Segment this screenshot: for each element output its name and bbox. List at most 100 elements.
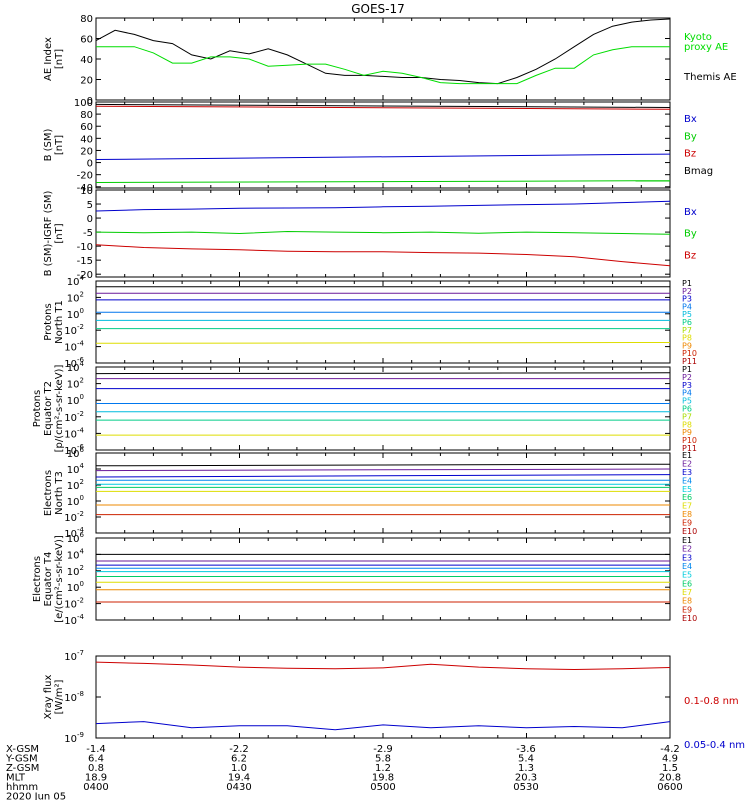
legend-entry: P7 [682, 412, 692, 421]
x-axis-row-label: Y-GSM [5, 754, 38, 765]
series-group-electrons_t4 [96, 553, 670, 603]
x-axis-row-label: hhmm [6, 782, 38, 793]
y-tick-label: -20 [77, 171, 93, 182]
x-axis-value: 18.9 [85, 773, 107, 784]
legend-entry: E1 [682, 536, 692, 545]
legend-entry: E7 [682, 588, 692, 597]
y-tick-label: 10-8 [64, 690, 84, 704]
series-group-b_sm [95, 103, 671, 183]
series-line-0-1-0-8-nm [95, 661, 671, 671]
y-axis-label: AE Index [43, 37, 54, 81]
y-tick-label: 10-4 [64, 613, 84, 627]
legend-entry: P3 [682, 381, 692, 390]
series-line-bx [95, 153, 671, 160]
y-tick-exponent: 6 [80, 446, 85, 454]
legend-entry: E4 [682, 562, 692, 571]
legend-entry: E9 [682, 605, 692, 614]
y-tick-exponent: 2 [80, 478, 84, 486]
y-tick-label: 104 [67, 547, 85, 561]
x-axis-value: -4.2 [660, 744, 680, 755]
series-line-themis-ae [95, 18, 671, 85]
legend-entry: Bmag [684, 166, 713, 177]
y-tick-exponent: 0 [80, 580, 84, 588]
x-axis-value: -2.2 [229, 744, 249, 755]
x-axis-value: 0400 [83, 782, 108, 793]
x-axis-value: 1.2 [375, 763, 391, 774]
y-tick-exponent: -7 [77, 649, 84, 657]
series-line-e2 [95, 468, 671, 472]
legend-entry: E8 [682, 597, 692, 606]
y-axis-label: Xray flux [43, 675, 54, 720]
y-tick-exponent: 4 [80, 547, 85, 555]
chart-title: GOES-17 [351, 2, 405, 16]
y-axis-label: [e/(cm²-s-sr-keV)] [54, 535, 65, 623]
series-group-protons_t1 [95, 286, 671, 344]
x-axis-value: 1.0 [231, 763, 247, 774]
x-axis-row-label: Z-GSM [6, 763, 39, 774]
y-tick-exponent: -6 [77, 443, 85, 451]
legend-entry: P5 [682, 397, 692, 406]
y-tick-exponent: -2 [77, 597, 84, 605]
y-tick-label: 20 [80, 76, 93, 87]
legend-entry: E5 [682, 571, 692, 580]
y-axis-label: B (SM)-IGRF (SM) [43, 191, 54, 277]
series-group-electrons_t3 [95, 463, 671, 516]
panel-frame [95, 17, 671, 101]
legend-entry: E6 [682, 493, 692, 502]
y-tick-label: 10-2 [64, 410, 84, 424]
y-tick-label: 10-4 [64, 340, 84, 354]
y-tick-label: 102 [67, 564, 84, 578]
y-tick-label: -10 [77, 242, 93, 253]
legend-entry: P7 [682, 326, 692, 335]
y-tick-exponent: -2 [77, 410, 84, 418]
series-line-p1 [95, 372, 671, 375]
series-line-bz [95, 105, 671, 110]
x-axis-value: 1.5 [662, 763, 678, 774]
series-line-bz [95, 244, 671, 267]
y-tick-label: 0 [87, 214, 93, 225]
y-tick-exponent: -4 [77, 613, 85, 621]
panel-frame [95, 537, 671, 621]
y-axis-label: North T1 [54, 300, 65, 344]
legend-entry: P6 [682, 318, 692, 327]
series-group-b_igrf [95, 200, 671, 267]
series-line-e1 [95, 463, 671, 467]
y-tick-label: 10-2 [64, 510, 84, 524]
legend-entry: E6 [682, 579, 692, 588]
y-axis-label: Protons [43, 303, 54, 340]
legend-entry: E5 [682, 485, 692, 494]
y-tick-label: 100 [67, 494, 84, 508]
legend-entry: Themis AE [683, 72, 737, 83]
x-axis-value: 1.3 [518, 763, 534, 774]
series-line-bmag [95, 103, 671, 108]
y-tick-label: 102 [67, 377, 84, 391]
legend-entry: Bx [684, 114, 697, 125]
y-tick-label: 104 [67, 274, 85, 288]
x-axis-value: 0600 [657, 782, 682, 793]
legend-entry: Bx [684, 207, 697, 218]
panel-frame [95, 101, 671, 189]
legend-entry: E3 [682, 468, 692, 477]
legend-entry: 0.05-0.4 nm [684, 740, 745, 751]
y-axis-label: Equator T2 [43, 381, 54, 436]
y-tick-label: 60 [80, 122, 93, 133]
y-tick-exponent: 6 [80, 531, 85, 539]
y-tick-label: 100 [67, 393, 84, 407]
legend-entry: By [684, 229, 697, 240]
x-axis-value: 19.8 [372, 773, 394, 784]
panel-frame [95, 366, 671, 451]
y-axis-label: Electrons [32, 556, 43, 602]
y-tick-label: -5 [83, 228, 93, 239]
legend-entry: E8 [682, 510, 692, 519]
x-axis-row-label: X-GSM [6, 744, 39, 755]
legend-entry: E2 [682, 459, 692, 468]
panel-electrons_t4: 10-4 10-2 100 102 104 106 Electrons Equator T4[… [32, 531, 697, 627]
y-tick-label: 0 [87, 96, 93, 107]
legend-entry: P9 [682, 428, 692, 437]
